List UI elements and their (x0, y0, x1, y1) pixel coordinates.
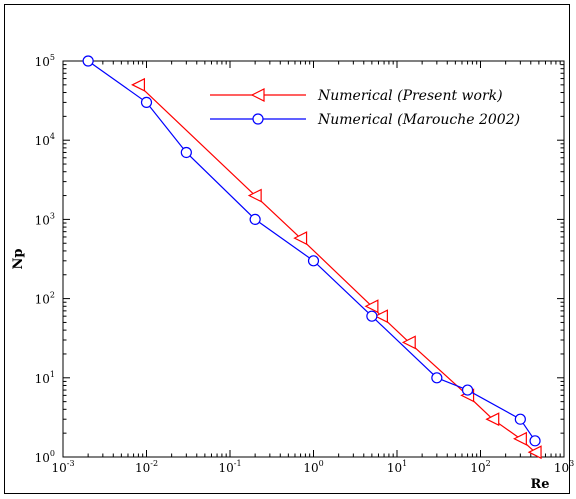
data-point (529, 435, 541, 447)
x-tick-label: 103 (554, 459, 574, 475)
legend-label: Numerical (Marouche 2002) (317, 112, 520, 128)
data-point (247, 188, 262, 203)
y-axis-title: Np (11, 249, 26, 270)
legend-label: Numerical (Present work) (317, 88, 503, 104)
data-point (307, 255, 320, 267)
plot-area (62, 60, 565, 458)
y-tick-label: 103 (35, 211, 55, 227)
x-tick-label: 101 (387, 459, 407, 475)
x-axis-title: Re (530, 477, 549, 492)
data-point (431, 372, 443, 384)
y-tick-label: 105 (35, 53, 55, 69)
data-point (527, 445, 542, 460)
legend-item: Numerical (Marouche 2002) (210, 112, 520, 128)
y-tick-label: 104 (35, 132, 55, 148)
data-point (512, 431, 527, 446)
y-tick-label: 100 (35, 449, 55, 465)
data-point (140, 96, 153, 109)
legend-item: Numerical (Present work) (210, 88, 503, 104)
legend: Numerical (Present work) Numerical (Marou… (210, 88, 520, 128)
legend-marker (250, 88, 265, 102)
data-point (180, 146, 192, 159)
x-tick-label: 10-2 (135, 459, 158, 475)
legend-marker (252, 113, 264, 125)
data-point (82, 55, 94, 67)
series-line (137, 84, 536, 453)
data-point (461, 384, 474, 396)
data-point (131, 77, 146, 92)
series-1 (82, 55, 541, 447)
data-point (374, 309, 388, 324)
data-point (249, 213, 261, 225)
series-layer (82, 55, 542, 460)
series-line (87, 60, 536, 442)
data-point (514, 413, 526, 425)
x-tick-label: 10-1 (218, 459, 241, 475)
series-0 (131, 77, 542, 460)
y-tick-label: 102 (35, 291, 55, 307)
x-tick-label: 102 (470, 459, 490, 475)
y-tick-label: 101 (35, 370, 55, 386)
x-tick-label: 10-3 (51, 459, 74, 475)
data-point (364, 299, 379, 314)
chart-frame (4, 4, 570, 494)
data-point (366, 310, 378, 322)
data-point (401, 335, 416, 350)
x-tick-label: 100 (303, 459, 323, 475)
data-point (293, 231, 308, 246)
ticks-layer: 10-3 10-2 10-1 100 101 102 103 100 101 102 103 104 1… (35, 53, 575, 475)
data-point (485, 412, 500, 427)
